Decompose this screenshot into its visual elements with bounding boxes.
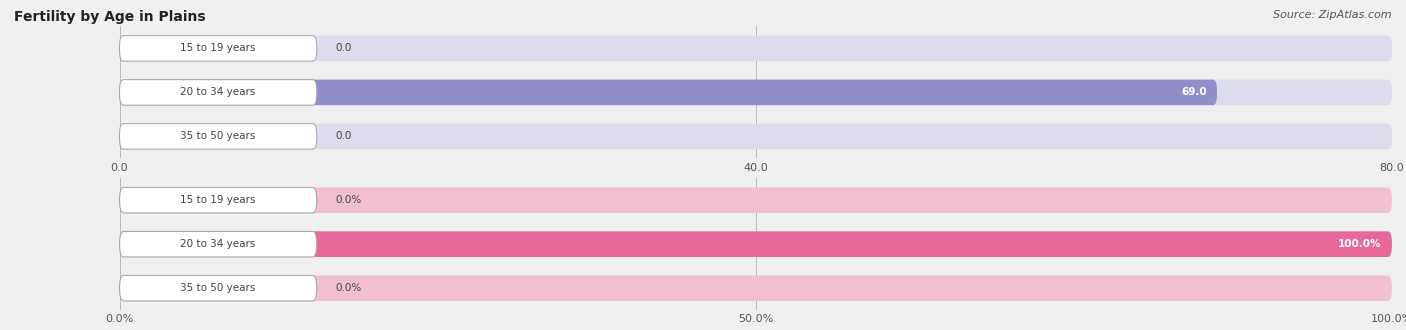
FancyBboxPatch shape bbox=[120, 231, 1392, 257]
Text: Fertility by Age in Plains: Fertility by Age in Plains bbox=[14, 10, 205, 24]
FancyBboxPatch shape bbox=[120, 187, 316, 213]
Text: 69.0: 69.0 bbox=[1181, 87, 1206, 97]
FancyBboxPatch shape bbox=[120, 36, 316, 61]
FancyBboxPatch shape bbox=[120, 276, 1392, 301]
Text: 0.0%: 0.0% bbox=[336, 283, 363, 293]
FancyBboxPatch shape bbox=[120, 80, 1218, 105]
Text: 20 to 34 years: 20 to 34 years bbox=[180, 87, 256, 97]
Text: 35 to 50 years: 35 to 50 years bbox=[180, 283, 256, 293]
FancyBboxPatch shape bbox=[120, 231, 316, 257]
Text: 0.0%: 0.0% bbox=[336, 195, 363, 205]
Text: 15 to 19 years: 15 to 19 years bbox=[180, 195, 256, 205]
Text: 100.0%: 100.0% bbox=[1339, 239, 1382, 249]
FancyBboxPatch shape bbox=[120, 80, 1392, 105]
Text: 15 to 19 years: 15 to 19 years bbox=[180, 44, 256, 53]
FancyBboxPatch shape bbox=[120, 231, 1392, 257]
FancyBboxPatch shape bbox=[120, 36, 1392, 61]
Text: 35 to 50 years: 35 to 50 years bbox=[180, 131, 256, 141]
FancyBboxPatch shape bbox=[120, 187, 1392, 213]
FancyBboxPatch shape bbox=[120, 276, 316, 301]
FancyBboxPatch shape bbox=[120, 80, 316, 105]
FancyBboxPatch shape bbox=[120, 124, 316, 149]
Text: 0.0: 0.0 bbox=[336, 44, 352, 53]
Text: 0.0: 0.0 bbox=[336, 131, 352, 141]
Text: Source: ZipAtlas.com: Source: ZipAtlas.com bbox=[1274, 10, 1392, 20]
Text: 20 to 34 years: 20 to 34 years bbox=[180, 239, 256, 249]
FancyBboxPatch shape bbox=[120, 124, 1392, 149]
